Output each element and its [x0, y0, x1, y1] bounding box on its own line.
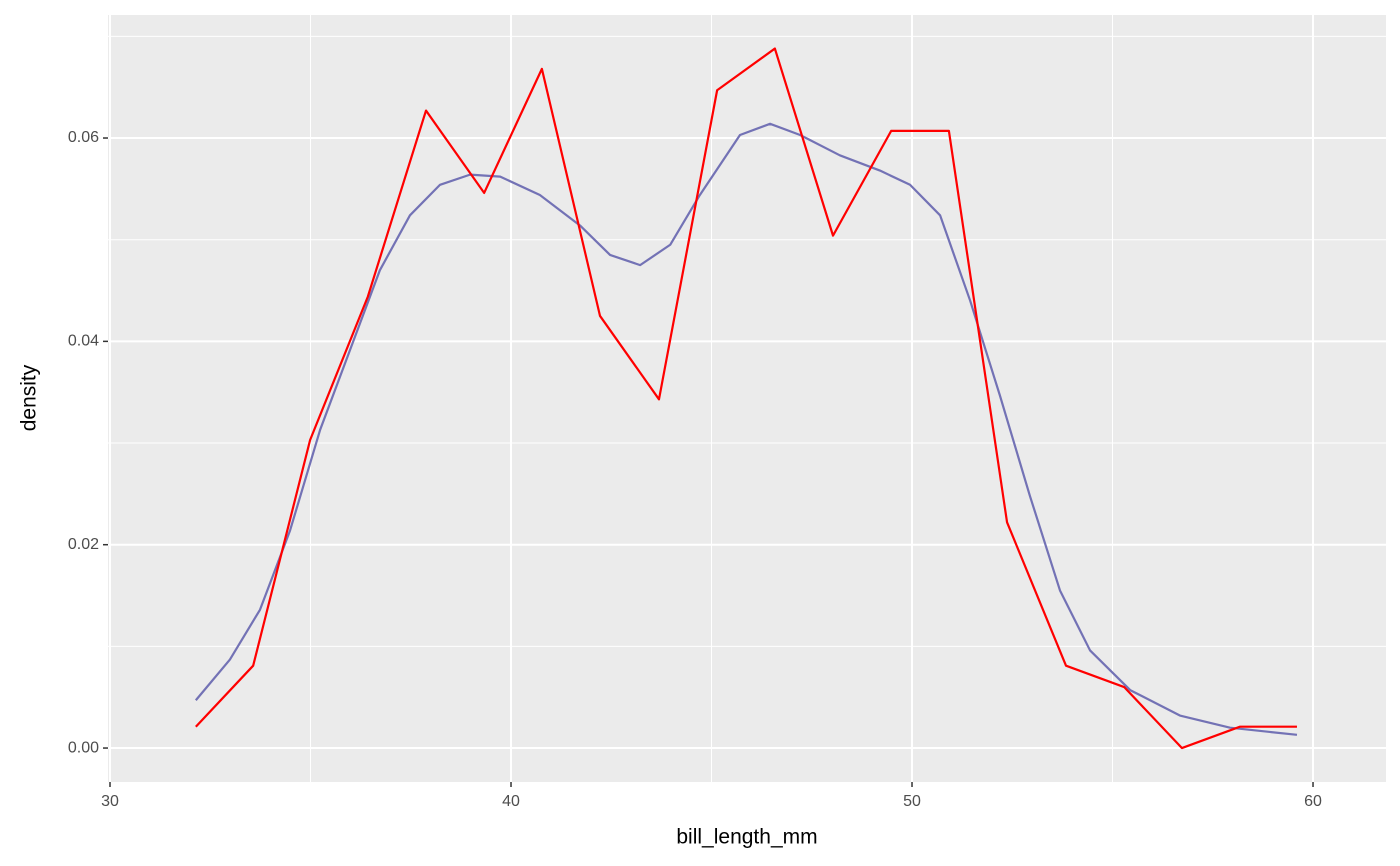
- x-tick-label: 30: [101, 793, 119, 810]
- density-line: [195, 47, 1297, 750]
- y-tick-label: 0.06: [68, 129, 99, 146]
- density-line: [194, 122, 1298, 736]
- y-tick-label: 0.04: [68, 333, 99, 350]
- x-axis-title: bill_length_mm: [676, 826, 817, 849]
- x-tick-label: 50: [903, 793, 921, 810]
- y-axis-title: density: [18, 364, 41, 431]
- y-tick-label: 0.00: [68, 739, 99, 756]
- y-tick-label: 0.02: [68, 536, 99, 553]
- plot-panel: [108, 15, 1386, 782]
- x-tick-label: 40: [502, 793, 520, 810]
- x-tick-label: 60: [1304, 793, 1322, 810]
